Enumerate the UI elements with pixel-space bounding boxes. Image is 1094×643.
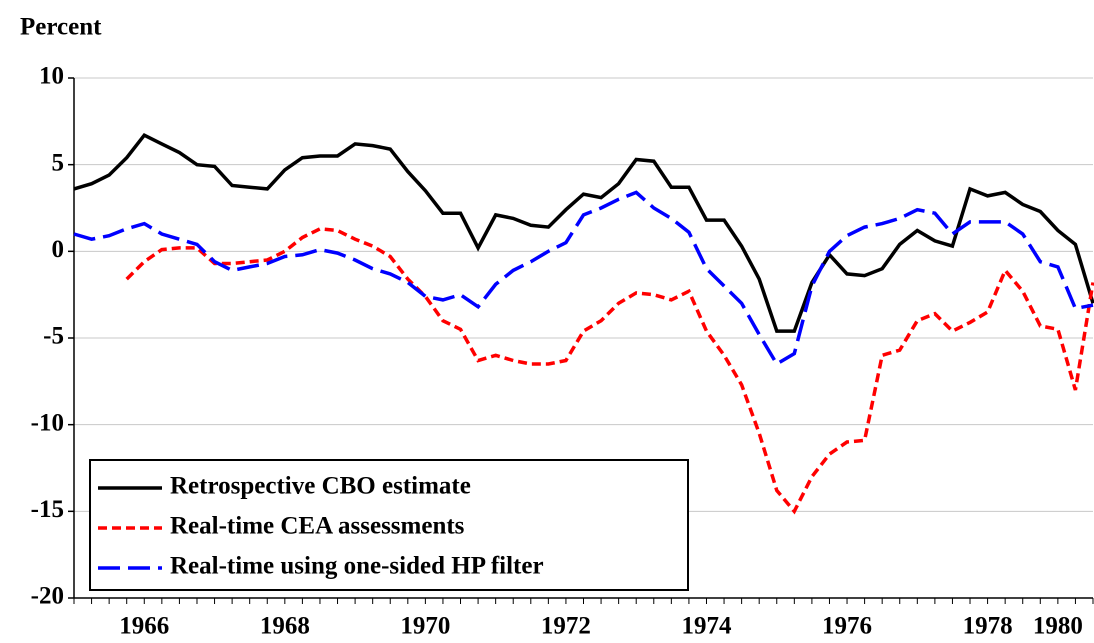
y-axis-title: Percent bbox=[20, 14, 102, 41]
y-tick-label: -10 bbox=[31, 409, 64, 436]
legend-label: Real-time CEA assessments bbox=[170, 513, 465, 540]
x-tick-label: 1968 bbox=[260, 613, 310, 640]
legend-label: Real-time using one-sided HP filter bbox=[170, 553, 544, 580]
x-tick-label: 1970 bbox=[400, 613, 450, 640]
y-tick-label: -15 bbox=[31, 496, 64, 523]
legend-box bbox=[89, 459, 689, 591]
x-tick-label: 1972 bbox=[541, 613, 591, 640]
y-tick-label: -5 bbox=[43, 323, 64, 350]
legend-label: Retrospective CBO estimate bbox=[170, 473, 471, 500]
series-line bbox=[73, 132, 1094, 333]
x-tick-label: 1966 bbox=[119, 613, 169, 640]
y-tick-label: 5 bbox=[52, 149, 65, 176]
y-tick-label: -20 bbox=[31, 583, 64, 610]
x-tick-label: 1978 bbox=[963, 613, 1013, 640]
x-tick-label: 1976 bbox=[822, 613, 872, 640]
series-line bbox=[125, 227, 1094, 515]
x-tick-label: 1980 bbox=[1033, 613, 1083, 640]
y-tick-label: 0 bbox=[52, 236, 65, 263]
y-tick-label: 10 bbox=[39, 63, 64, 90]
x-tick-label: 1974 bbox=[681, 613, 732, 640]
series-line bbox=[73, 190, 1094, 367]
